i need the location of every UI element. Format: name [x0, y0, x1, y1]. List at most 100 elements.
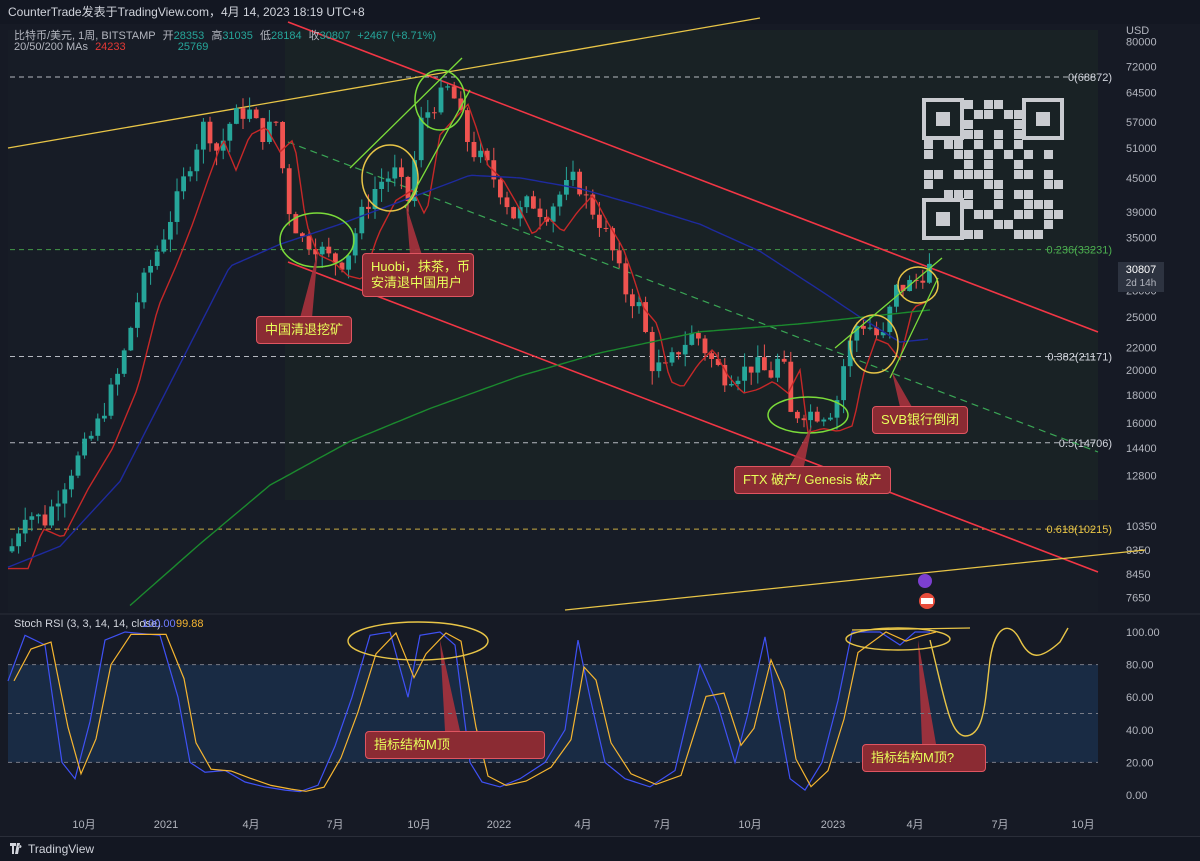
time-tick-4: 10月 — [407, 819, 430, 831]
candle-93 — [623, 263, 629, 295]
fib-label-2: 0.382(21171) — [1047, 351, 1112, 363]
qr-cell — [1014, 160, 1023, 169]
candle-60 — [405, 176, 411, 202]
ellipse-m-top — [347, 621, 489, 661]
stoch-tick-4: 20.00 — [1126, 757, 1154, 769]
stoch-label: Stoch RSI (3, 3, 14, 14, close) — [14, 618, 161, 630]
close-label: 收 — [308, 30, 320, 42]
candle-87 — [583, 194, 589, 196]
candle-28 — [194, 149, 200, 172]
time-tick-7: 7月 — [653, 819, 670, 831]
channel-lower — [287, 261, 1099, 573]
qr-cell — [964, 120, 973, 129]
change-value: +2467 (+8.71%) — [357, 30, 437, 42]
price-pane — [8, 30, 1098, 612]
qr-cell — [994, 140, 1003, 149]
stoch-d-line — [13, 631, 937, 792]
candle-82 — [550, 206, 556, 222]
qr-cell — [1054, 210, 1063, 219]
qr-cell — [1014, 120, 1023, 129]
callout-china-mining-text: 中国清退挖矿 — [265, 322, 344, 337]
candle-75 — [504, 197, 510, 208]
candle-135 — [900, 284, 906, 292]
qr-cell — [964, 230, 973, 239]
candle-77 — [517, 207, 523, 219]
time-tick-5: 2022 — [487, 819, 511, 831]
pointer-china-mining — [300, 250, 318, 318]
candle-106 — [709, 353, 714, 359]
candle-85 — [570, 171, 576, 181]
candle-86 — [577, 171, 582, 195]
candle-108 — [722, 364, 728, 386]
qr-cell — [964, 150, 973, 159]
qr-cell — [984, 160, 993, 169]
qr-finder-0 — [922, 98, 964, 140]
qr-cell — [1014, 140, 1023, 149]
qr-cell — [1024, 170, 1033, 179]
stoch-tick-0: 100.00 — [1126, 627, 1160, 639]
qr-cell — [1044, 170, 1053, 179]
price-tick-2: 64500 — [1126, 88, 1157, 100]
price-tick-1: 72000 — [1126, 62, 1157, 74]
candle-133 — [887, 306, 893, 333]
qr-cell — [964, 100, 973, 109]
time-tick-9: 2023 — [821, 819, 845, 831]
qr-cell — [1024, 230, 1033, 239]
candle-12 — [88, 435, 94, 439]
candle-67 — [451, 86, 457, 99]
stoch-tick-5: 0.00 — [1126, 790, 1147, 802]
qr-cell — [924, 170, 933, 179]
qr-cell — [1044, 180, 1053, 189]
qr-cell — [1044, 220, 1053, 229]
candle-72 — [484, 150, 490, 161]
qr-finder-1 — [1022, 98, 1064, 140]
candle-65 — [438, 87, 444, 113]
candle-98 — [656, 362, 662, 372]
stoch-k-value: 100.00 — [142, 618, 176, 630]
qr-cell — [994, 130, 1003, 139]
qr-cell — [1024, 190, 1033, 199]
ma20-value: 24233 — [95, 41, 126, 53]
candle-58 — [392, 167, 398, 179]
callout-m-top: 指标结构M顶 — [365, 731, 545, 759]
candle-126 — [841, 366, 846, 401]
ellipse-huobi — [361, 144, 419, 212]
candle-56 — [379, 181, 384, 189]
qr-cell — [964, 200, 973, 209]
candle-29 — [201, 121, 206, 150]
qr-cell — [924, 180, 933, 189]
qr-cell — [944, 190, 953, 199]
candle-123 — [821, 419, 827, 422]
candle-84 — [564, 180, 569, 195]
candle-13 — [95, 418, 101, 436]
candle-35 — [240, 108, 246, 119]
qr-cell — [1044, 200, 1053, 209]
time-tick-1: 2021 — [154, 819, 178, 831]
qr-finder-core-2 — [936, 212, 950, 226]
qr-cell — [1004, 110, 1013, 119]
candle-100 — [669, 352, 675, 363]
fib-label-3: 0.5(14706) — [1059, 438, 1112, 450]
price-tick-5: 45000 — [1126, 173, 1157, 185]
qr-cell — [944, 140, 953, 149]
candle-17 — [121, 350, 127, 374]
ma200-line — [129, 309, 931, 607]
candle-40 — [273, 121, 279, 123]
candle-124 — [828, 417, 833, 420]
candle-90 — [603, 227, 609, 229]
candle-43 — [293, 214, 299, 234]
qr-cell — [1054, 180, 1063, 189]
candle-76 — [511, 207, 516, 219]
open-value: 28353 — [173, 30, 205, 42]
low-label: 低 — [259, 30, 271, 42]
candle-119 — [795, 411, 800, 419]
callout-huobi-line1: Huobi，抹茶，币 — [371, 259, 470, 274]
close-value: 30807 — [319, 30, 351, 42]
candle-91 — [610, 228, 615, 251]
price-tick-7: 35000 — [1126, 232, 1157, 244]
m-top-q-line — [851, 627, 971, 631]
pointer-ftx — [790, 425, 812, 466]
candle-2 — [22, 519, 28, 534]
